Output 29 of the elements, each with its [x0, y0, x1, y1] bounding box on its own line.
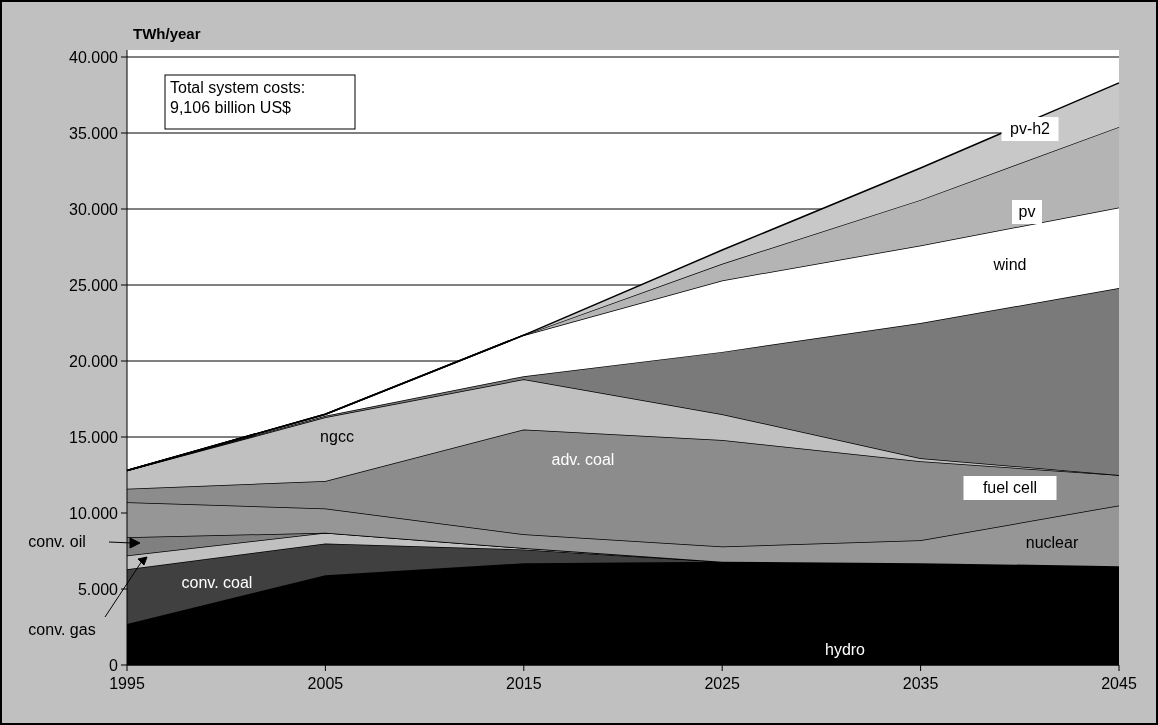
x-tick-label: 2035 [902, 675, 939, 692]
x-tick-label: 2045 [1101, 675, 1137, 692]
series-label: pv-h2 [1009, 120, 1051, 137]
text: conv. gas [28, 621, 96, 638]
note-box: Total system costs: 9,106 billion US$ [164, 74, 356, 130]
y-tick-label: 5.000 [77, 580, 119, 598]
y-tick-label: 20.000 [69, 352, 119, 370]
series-label: pv [1018, 203, 1036, 220]
series-label: conv. coal [181, 574, 253, 591]
y-tick-label: 40.000 [69, 48, 119, 66]
legend-label: conv. oil [28, 533, 86, 550]
series-label: nuclear [1025, 534, 1079, 551]
y-tick-label: 10.000 [69, 504, 119, 522]
series-label: fuel cell [982, 479, 1038, 496]
series-label: ngcc [320, 428, 354, 445]
series-label: wind [992, 256, 1027, 273]
annotation: Total system costs: 9,106 billion US$ [170, 79, 306, 116]
series-label: adv. coal [551, 451, 615, 468]
x-tick-label: 2015 [506, 675, 542, 692]
y-tick-label: 30.000 [69, 200, 119, 218]
y-tick-label: 15.000 [69, 428, 119, 446]
x-tick-label: 2005 [307, 675, 344, 692]
y-tick-label: 35.000 [69, 124, 119, 142]
y-axis-title: TWh/year [133, 25, 201, 42]
x-tick-label: 2025 [704, 675, 741, 692]
x-tick-label: 1995 [109, 675, 145, 692]
series-label: hydro [824, 641, 866, 658]
y-tick-label: 0 [109, 656, 119, 674]
y-tick-label: 25.000 [69, 276, 119, 294]
